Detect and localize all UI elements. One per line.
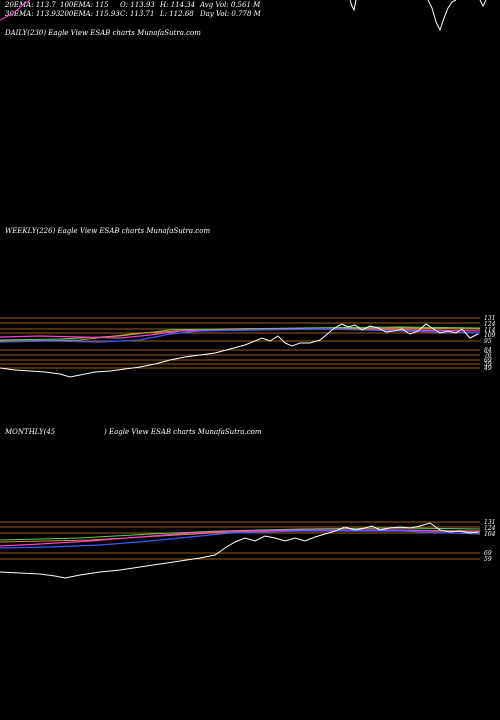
weekly-label-124: 124 — [484, 321, 496, 328]
weekly-label-69: 69 — [484, 357, 492, 364]
monthly-label-104: 104 — [484, 531, 496, 538]
daily-chart — [0, 0, 487, 32]
weekly-ema-green-line — [0, 326, 481, 341]
weekly-label-76: 76 — [484, 352, 492, 359]
ema30-readout: 30EMA: 113.93 — [5, 10, 61, 18]
high-readout: H: 114.34 — [160, 1, 196, 9]
daily-price-line-2 — [427, 0, 457, 32]
weekly-price-line — [0, 323, 479, 378]
daily-price-line-3 — [479, 0, 487, 8]
daily-price-line — [349, 0, 357, 12]
weekly-chart-title: WEEKLY(226) Eagle View ESAB charts Munaf… — [5, 227, 211, 235]
monthly-chart-title-2: ) Eagle View ESAB charts MunafaSutra.com — [104, 428, 262, 436]
close-readout: C: 113.71 — [120, 10, 155, 18]
monthly-label-131: 131 — [484, 519, 495, 526]
monthly-ema-green-line — [0, 527, 481, 541]
weekly-ema-blue-line — [0, 328, 481, 343]
day-vol-readout: Day Vol: 0.778 M — [200, 10, 261, 18]
ema20-readout: 20EMA: 113.7 — [5, 1, 56, 9]
ema100-readout: 100EMA: 115 — [60, 1, 109, 9]
monthly-ema-blue-line — [0, 530, 481, 549]
weekly-label-49: 49 — [483, 365, 492, 372]
weekly-label-84: 84 — [484, 347, 492, 354]
monthly-price-line — [0, 522, 479, 579]
weekly-label-109: 109 — [484, 332, 496, 339]
ema200-readout: 200EMA: 115.93 — [60, 10, 120, 18]
daily-ema-pink-line — [0, 0, 31, 21]
weekly-label-59: 59 — [484, 361, 492, 368]
monthly-chart-title: MONTHLY(45 — [5, 428, 56, 436]
monthly-label-69: 69 — [484, 550, 492, 557]
low-readout: L: 112.68 — [160, 10, 194, 18]
daily-chart-title: DAILY(230) Eagle View ESAB charts Munafa… — [5, 29, 201, 37]
open-readout: O: 113.93 — [120, 1, 155, 9]
weekly-level-lines — [0, 317, 480, 369]
monthly-ema-pink-line — [0, 529, 481, 547]
weekly-label-131: 131 — [484, 315, 495, 322]
weekly-label-114: 114 — [484, 327, 496, 334]
avg-vol-readout: Avg Vol: 0.561 M — [200, 1, 261, 9]
monthly-label-124: 124 — [484, 525, 496, 532]
weekly-label-95: 95 — [484, 338, 492, 345]
monthly-label-59: 59 — [484, 556, 492, 563]
